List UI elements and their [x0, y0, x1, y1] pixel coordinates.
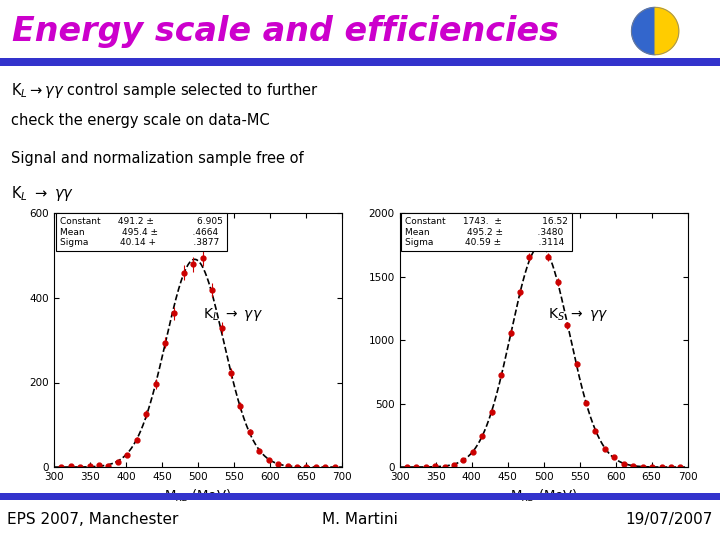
- Text: Energy scale and efficiencies: Energy scale and efficiencies: [12, 15, 559, 48]
- Text: K$_L$$\rightarrow\gamma\gamma$ control sample selected to further: K$_L$$\rightarrow\gamma\gamma$ control s…: [11, 81, 318, 100]
- Text: EPS 2007, Manchester: EPS 2007, Manchester: [7, 512, 179, 527]
- Text: check the energy scale on data-MC: check the energy scale on data-MC: [11, 113, 269, 129]
- Text: K$_L$ $\rightarrow$ $\gamma\gamma$: K$_L$ $\rightarrow$ $\gamma\gamma$: [11, 184, 74, 202]
- Text: Constant      1743.  ±              16.52
Mean             495.2 ±            .3: Constant 1743. ± 16.52 Mean 495.2 ± .3: [405, 217, 568, 247]
- Text: K$_S$ $\rightarrow$ $\gamma\gamma$: K$_S$ $\rightarrow$ $\gamma\gamma$: [548, 306, 608, 323]
- Text: Signal and normalization sample free of: Signal and normalization sample free of: [11, 151, 303, 166]
- Text: M. Martini: M. Martini: [322, 512, 398, 527]
- X-axis label: M$_{KL}$ (MeV): M$_{KL}$ (MeV): [164, 488, 232, 504]
- Polygon shape: [655, 8, 679, 55]
- X-axis label: M$_{KS}$ (MeV): M$_{KS}$ (MeV): [510, 488, 577, 504]
- Text: K$_L$ $\rightarrow$ $\gamma\gamma$: K$_L$ $\rightarrow$ $\gamma\gamma$: [202, 306, 263, 323]
- Text: Constant      491.2 ±               6.905
Mean             495.4 ±            .4: Constant 491.2 ± 6.905 Mean 495.4 ± .4: [60, 217, 222, 247]
- Text: 19/07/2007: 19/07/2007: [626, 512, 713, 527]
- Polygon shape: [631, 8, 655, 55]
